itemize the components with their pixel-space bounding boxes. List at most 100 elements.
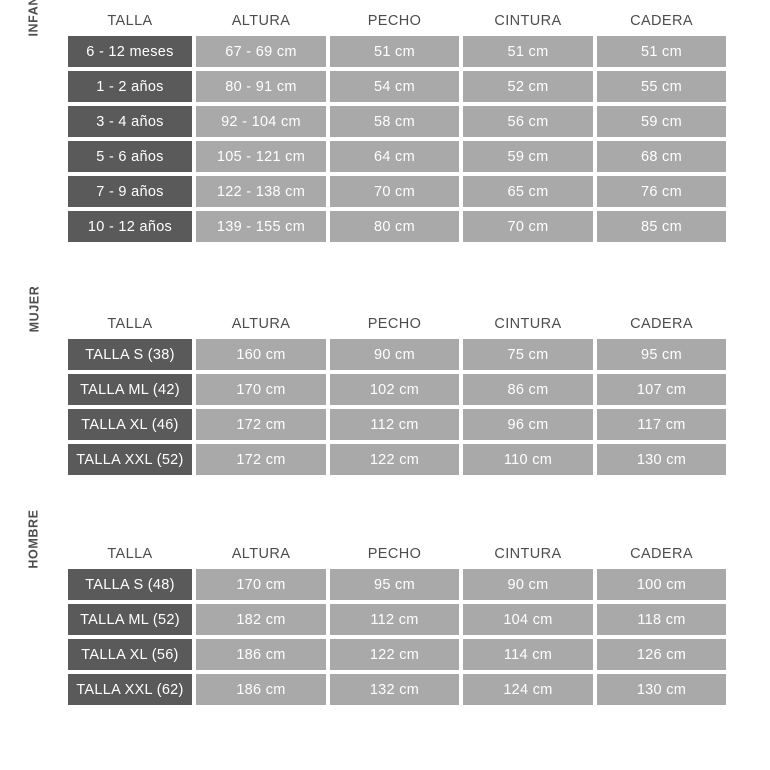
category-label-text: HOMBRE bbox=[27, 509, 41, 569]
measurement-cell: 104 cm bbox=[463, 604, 593, 635]
measurement-cell: 117 cm bbox=[597, 409, 726, 440]
column-header-talla: TALLA bbox=[107, 13, 153, 29]
measurement-cell: 170 cm bbox=[196, 569, 326, 600]
measurement-cell: 59 cm bbox=[463, 141, 593, 172]
size-cell: TALLA S (38) bbox=[68, 339, 192, 370]
measurement-cell: 172 cm bbox=[196, 444, 326, 475]
table-row: TALLA XXL (52) 172 cm 122 cm 110 cm 130 cm bbox=[68, 444, 726, 475]
size-cell: 7 - 9 años bbox=[68, 176, 192, 207]
measurement-cell: 130 cm bbox=[597, 674, 726, 705]
measurement-cell: 126 cm bbox=[597, 639, 726, 670]
measurement-cell: 182 cm bbox=[196, 604, 326, 635]
measurement-cell: 95 cm bbox=[330, 569, 459, 600]
measurement-cell: 105 - 121 cm bbox=[196, 141, 326, 172]
measurement-cell: 170 cm bbox=[196, 374, 326, 405]
column-header-row: TALLA ALTURA PECHO CINTURA CADERA bbox=[68, 309, 726, 339]
measurement-cell: 64 cm bbox=[330, 141, 459, 172]
measurement-cell: 51 cm bbox=[330, 36, 459, 67]
measurement-cell: 52 cm bbox=[463, 71, 593, 102]
measurement-cell: 56 cm bbox=[463, 106, 593, 137]
column-header-pecho: PECHO bbox=[367, 13, 422, 29]
column-header-pecho: PECHO bbox=[367, 546, 422, 562]
measurement-cell: 80 - 91 cm bbox=[196, 71, 326, 102]
measurement-cell: 86 cm bbox=[463, 374, 593, 405]
column-header-cadera: CADERA bbox=[630, 546, 693, 562]
column-header-talla: TALLA bbox=[107, 316, 153, 332]
measurement-cell: 90 cm bbox=[463, 569, 593, 600]
table-area: TALLA ALTURA PECHO CINTURA CADERA TALLA S (48… bbox=[68, 539, 726, 705]
measurement-cell: 95 cm bbox=[597, 339, 726, 370]
measurement-cell: 122 - 138 cm bbox=[196, 176, 326, 207]
size-cell: TALLA ML (52) bbox=[68, 604, 192, 635]
measurement-cell: 122 cm bbox=[330, 639, 459, 670]
table-row: TALLA S (48) 170 cm 95 cm 90 cm 100 cm bbox=[68, 569, 726, 600]
measurement-cell: 55 cm bbox=[597, 71, 726, 102]
table-row: 5 - 6 años 105 - 121 cm 64 cm 59 cm 68 cm bbox=[68, 141, 726, 172]
column-header-talla: TALLA bbox=[107, 546, 153, 562]
measurement-cell: 70 cm bbox=[463, 211, 593, 242]
column-header-row: TALLA ALTURA PECHO CINTURA CADERA bbox=[68, 539, 726, 569]
column-header-cadera: CADERA bbox=[630, 13, 693, 29]
measurement-cell: 122 cm bbox=[330, 444, 459, 475]
column-header-cadera: CADERA bbox=[630, 316, 693, 332]
measurement-cell: 59 cm bbox=[597, 106, 726, 137]
size-cell: TALLA S (48) bbox=[68, 569, 192, 600]
size-cell: TALLA ML (42) bbox=[68, 374, 192, 405]
measurement-cell: 75 cm bbox=[463, 339, 593, 370]
size-cell: 10 - 12 años bbox=[68, 211, 192, 242]
size-cell: TALLA XL (56) bbox=[68, 639, 192, 670]
measurement-cell: 51 cm bbox=[463, 36, 593, 67]
measurement-cell: 110 cm bbox=[463, 444, 593, 475]
measurement-cell: 51 cm bbox=[597, 36, 726, 67]
measurement-cell: 85 cm bbox=[597, 211, 726, 242]
size-cell: TALLA XL (46) bbox=[68, 409, 192, 440]
measurement-cell: 114 cm bbox=[463, 639, 593, 670]
column-header-altura: ALTURA bbox=[231, 316, 291, 332]
column-header-altura: ALTURA bbox=[231, 546, 291, 562]
measurement-cell: 80 cm bbox=[330, 211, 459, 242]
measurement-cell: 124 cm bbox=[463, 674, 593, 705]
measurement-cell: 107 cm bbox=[597, 374, 726, 405]
table-row: TALLA ML (42) 170 cm 102 cm 86 cm 107 cm bbox=[68, 374, 726, 405]
table-row: 1 - 2 años 80 - 91 cm 54 cm 52 cm 55 cm bbox=[68, 71, 726, 102]
measurement-cell: 100 cm bbox=[597, 569, 726, 600]
measurement-cell: 58 cm bbox=[330, 106, 459, 137]
size-cell: TALLA XXL (62) bbox=[68, 674, 192, 705]
measurement-cell: 112 cm bbox=[330, 409, 459, 440]
column-header-cintura: CINTURA bbox=[494, 546, 562, 562]
measurement-cell: 65 cm bbox=[463, 176, 593, 207]
measurement-cell: 102 cm bbox=[330, 374, 459, 405]
measurement-cell: 76 cm bbox=[597, 176, 726, 207]
size-cell: 5 - 6 años bbox=[68, 141, 192, 172]
table-rows: TALLA S (48) 170 cm 95 cm 90 cm 100 cm TALLA … bbox=[68, 569, 726, 705]
measurement-cell: 186 cm bbox=[196, 639, 326, 670]
size-cell: 6 - 12 meses bbox=[68, 36, 192, 67]
measurement-cell: 118 cm bbox=[597, 604, 726, 635]
table-row: 3 - 4 años 92 - 104 cm 58 cm 56 cm 59 cm bbox=[68, 106, 726, 137]
size-cell: TALLA XXL (52) bbox=[68, 444, 192, 475]
table-rows: 6 - 12 meses 67 - 69 cm 51 cm 51 cm 51 cm 1 -… bbox=[68, 36, 726, 242]
table-area: TALLA ALTURA PECHO CINTURA CADERA TALLA S (38… bbox=[68, 309, 726, 475]
column-header-altura: ALTURA bbox=[231, 13, 291, 29]
size-cell: 3 - 4 años bbox=[68, 106, 192, 137]
column-header-pecho: PECHO bbox=[367, 316, 422, 332]
measurement-cell: 130 cm bbox=[597, 444, 726, 475]
measurement-cell: 70 cm bbox=[330, 176, 459, 207]
measurement-cell: 139 - 155 cm bbox=[196, 211, 326, 242]
size-cell: 1 - 2 años bbox=[68, 71, 192, 102]
category-label-text: MUJER bbox=[26, 285, 41, 333]
table-rows: TALLA S (38) 160 cm 90 cm 75 cm 95 cm TALLA M… bbox=[68, 339, 726, 475]
measurement-cell: 92 - 104 cm bbox=[196, 106, 326, 137]
table-row: TALLA XXL (62) 186 cm 132 cm 124 cm 130 cm bbox=[68, 674, 726, 705]
table-row: TALLA ML (52) 182 cm 112 cm 104 cm 118 cm bbox=[68, 604, 726, 635]
table-row: 7 - 9 años 122 - 138 cm 70 cm 65 cm 76 cm bbox=[68, 176, 726, 207]
table-row: 6 - 12 meses 67 - 69 cm 51 cm 51 cm 51 cm bbox=[68, 36, 726, 67]
measurement-cell: 160 cm bbox=[196, 339, 326, 370]
column-header-row: TALLA ALTURA PECHO CINTURA CADERA bbox=[68, 6, 726, 36]
measurement-cell: 132 cm bbox=[330, 674, 459, 705]
measurement-cell: 90 cm bbox=[330, 339, 459, 370]
measurement-cell: 68 cm bbox=[597, 141, 726, 172]
measurement-cell: 112 cm bbox=[330, 604, 459, 635]
table-area: TALLA ALTURA PECHO CINTURA CADERA 6 - 12 mese… bbox=[68, 6, 726, 242]
